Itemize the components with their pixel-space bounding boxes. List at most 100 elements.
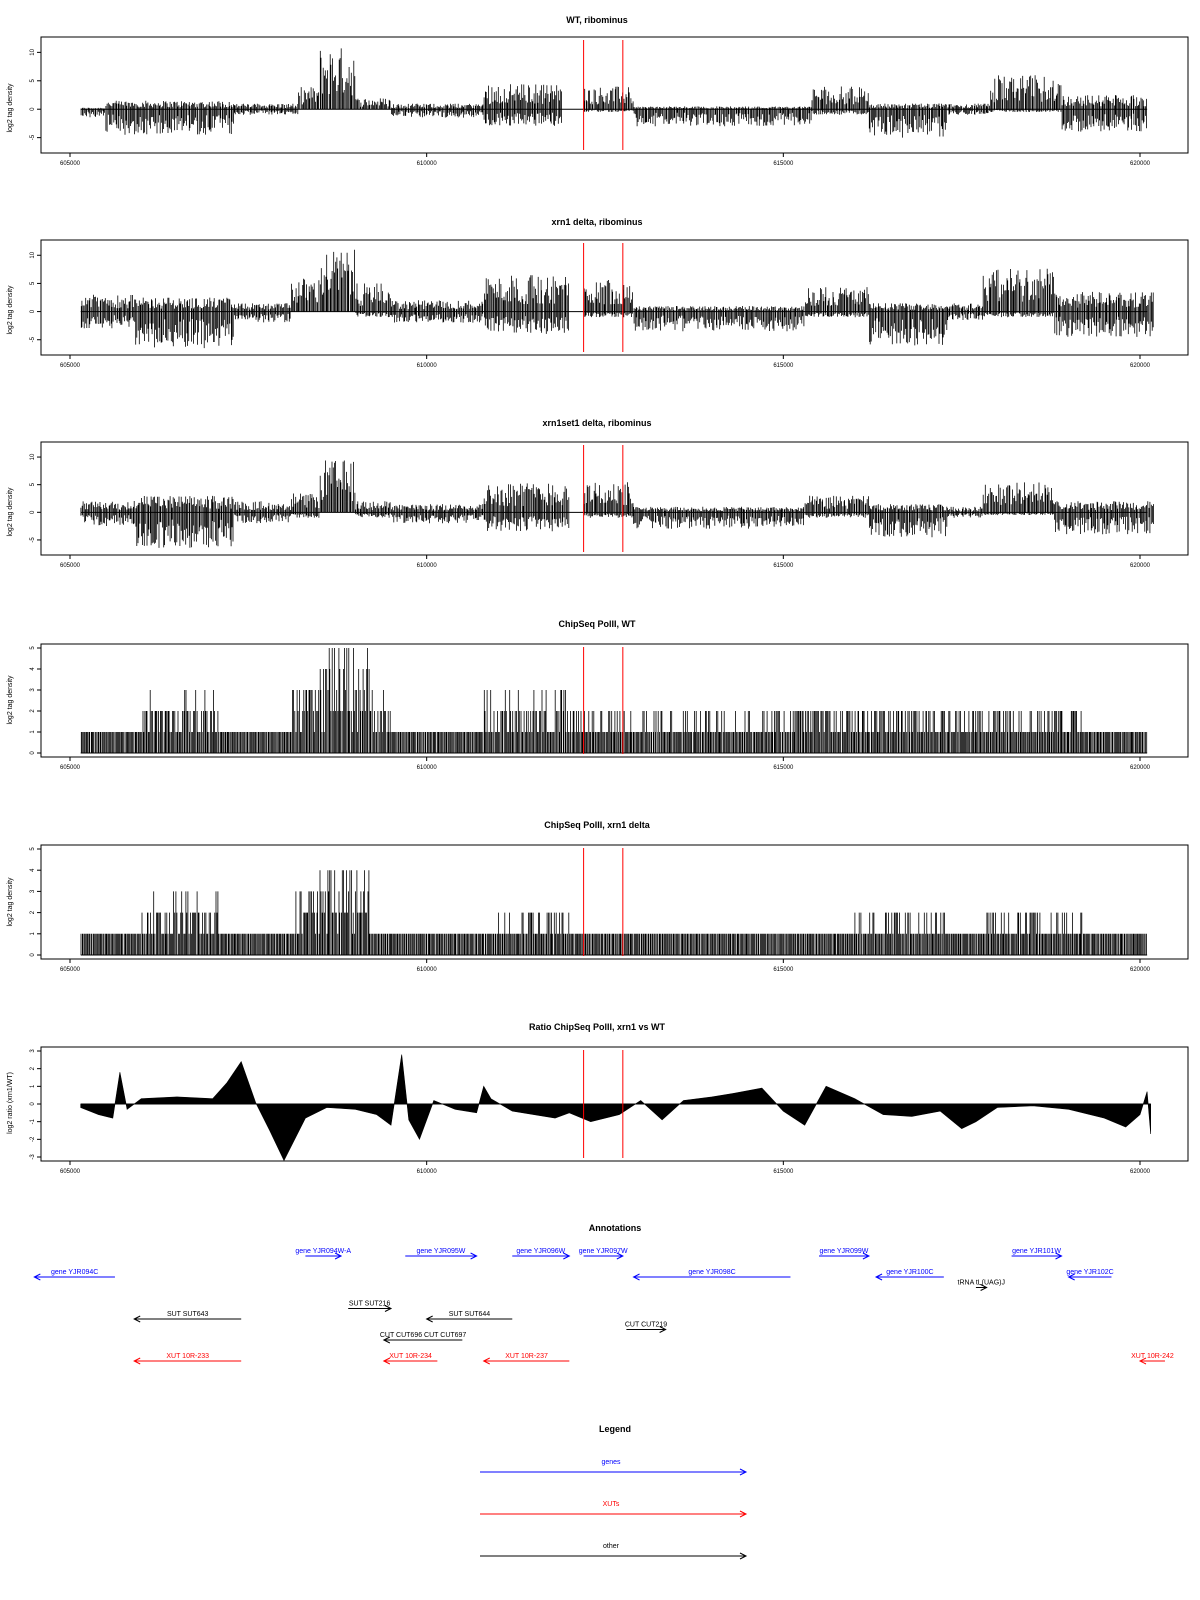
x-tick-label: 620000 — [1130, 563, 1151, 569]
x-tick-label: 620000 — [1130, 967, 1151, 973]
x-tick-label: 620000 — [1130, 1169, 1151, 1175]
x-tick-label: 615000 — [773, 161, 794, 167]
annotation-arrow-head — [425, 1315, 433, 1323]
panel-title: ChipSeq PolII, xrn1 delta — [544, 820, 651, 830]
annotation-label: XUT 10R-233 — [166, 1353, 209, 1360]
annotation-label: gene YJR098C — [688, 1269, 735, 1276]
annotation-arrow-head — [563, 1252, 571, 1260]
annotation-arrow-head — [382, 1357, 391, 1365]
annotation-label: tRNA tL(UAG)J — [958, 1280, 1005, 1287]
y-tick-label: -2 — [30, 1136, 36, 1142]
y-axis-label: log2 tag density — [7, 487, 14, 537]
signal-bar-marks — [80, 48, 1147, 138]
signal-bar-marks — [80, 648, 1148, 753]
annotation-xut: XUT 10R-234 — [382, 1353, 438, 1365]
y-tick-label: 5 — [30, 78, 36, 82]
annotation-gene: gene YJR099W — [819, 1248, 871, 1260]
y-tick-label: 2 — [30, 910, 36, 914]
panel-chipseq-xrn1: ChipSeq PolII, xrn1 delta log2 tag densi… — [7, 820, 1189, 973]
y-tick-label: 0 — [30, 1102, 36, 1106]
legend-entry-other: other — [480, 1543, 748, 1560]
x-tick-label: 605000 — [60, 363, 81, 369]
y-tick-label: 3 — [30, 688, 36, 692]
x-tick-label: 610000 — [417, 765, 438, 771]
y-tick-label: -5 — [30, 537, 36, 543]
y-tick-label: 0 — [30, 953, 36, 957]
y-tick-label: 3 — [30, 889, 36, 893]
annotation-gene: gene YJR098C — [632, 1269, 791, 1281]
legend-entry-xut: XUTs — [480, 1501, 748, 1518]
annotation-arrow-head — [133, 1315, 141, 1323]
annotation-gene: gene YJR097W — [579, 1248, 628, 1260]
panel-title: Annotations — [589, 1223, 642, 1233]
panel-title: Ratio ChipSeq PolII, xrn1 vs WT — [529, 1022, 666, 1032]
annotation-xut: XUT 10R-237 — [482, 1353, 570, 1365]
x-tick-label: 620000 — [1130, 765, 1151, 771]
y-axis-label: log2 tag density — [7, 285, 14, 335]
x-tick-label: 610000 — [417, 161, 438, 167]
panel-chipseq-wt: ChipSeq PolII, WT log2 tag density 60500… — [7, 619, 1189, 771]
y-tick-label: 5 — [30, 482, 36, 486]
signal-bar-marks — [80, 460, 1154, 548]
x-tick-label: 615000 — [773, 1169, 794, 1175]
panel-title: xrn1 delta, ribominus — [551, 217, 642, 227]
y-tick-label: 5 — [30, 646, 36, 650]
annotation-xut: XUT 10R-233 — [133, 1353, 242, 1365]
annotation-gene: gene YJR095W — [405, 1248, 478, 1260]
legend-label: genes — [601, 1459, 621, 1466]
annotation-other: SUT SUT643 — [133, 1311, 242, 1323]
y-tick-label: 0 — [30, 510, 36, 514]
annotation-tracks: gene YJR094C gene YJR094W-A gene YJR095W ge… — [33, 1248, 1174, 1365]
annotation-arrow-head — [980, 1284, 988, 1291]
x-tick-label: 605000 — [60, 161, 81, 167]
signal-bars — [80, 460, 1154, 548]
annotation-arrow-head — [632, 1273, 640, 1281]
y-tick-label: -1 — [30, 1118, 36, 1124]
signal-bar-marks — [80, 870, 1147, 955]
y-tick-label: 4 — [30, 667, 36, 671]
annotation-arrow-head — [482, 1357, 490, 1365]
x-tick-label: 610000 — [417, 363, 438, 369]
annotation-arrow-head — [1138, 1357, 1147, 1365]
signal-bar-marks — [80, 249, 1154, 349]
y-tick-label: 1 — [30, 931, 36, 935]
y-tick-label: 0 — [30, 309, 36, 313]
x-tick-label: 620000 — [1130, 363, 1151, 369]
y-axis-label: log2 tag density — [7, 675, 14, 725]
legend-entry-gene: genes — [480, 1459, 748, 1476]
legend-title: Legend — [599, 1424, 631, 1434]
y-axis-label: log2 tag density — [7, 83, 14, 133]
signal-bars — [80, 648, 1148, 753]
annotation-label: gene YJR094C — [51, 1269, 98, 1276]
annotation-gene: gene YJR100C — [874, 1269, 944, 1281]
legend-panel: Legend genes XUTs other — [480, 1424, 748, 1560]
x-tick-label: 620000 — [1130, 161, 1151, 167]
y-tick-label: -3 — [30, 1154, 36, 1160]
x-tick-label: 610000 — [417, 967, 438, 973]
annotation-label: gene YJR097W — [579, 1248, 628, 1255]
annotation-label: CUT CUT219 — [625, 1322, 667, 1329]
panel-xrn1set1-ribominus: xrn1set1 delta, ribominus log2 tag densi… — [7, 418, 1189, 569]
annotation-label: CUT CUT696 CUT CUT697 — [380, 1332, 467, 1339]
annotation-label: gene YJR100C — [886, 1269, 933, 1276]
y-tick-label: -5 — [30, 134, 36, 140]
annotation-label: gene YJR095W — [416, 1248, 465, 1255]
legend-arrow-head — [739, 1468, 748, 1476]
y-tick-label: 5 — [30, 847, 36, 851]
annotation-label: SUT SUT216 — [349, 1301, 391, 1308]
annotation-label: SUT SUT643 — [167, 1311, 209, 1318]
annotation-arrow-head — [1067, 1273, 1075, 1281]
annotation-label: gene YJR102C — [1066, 1269, 1113, 1276]
x-tick-label: 615000 — [773, 967, 794, 973]
annotation-arrow-head — [1055, 1252, 1063, 1260]
x-tick-label: 605000 — [60, 563, 81, 569]
x-tick-label: 615000 — [773, 563, 794, 569]
annotation-other: CUT CUT219 — [625, 1322, 667, 1333]
panel-wt-ribominus: WT, ribominus log2 tag density 605000 610… — [7, 15, 1189, 167]
annotation-gene: gene YJR096W — [512, 1248, 571, 1260]
annotation-label: SUT SUT644 — [449, 1311, 491, 1318]
signal-bars — [80, 249, 1154, 349]
y-tick-label: 1 — [30, 730, 36, 734]
